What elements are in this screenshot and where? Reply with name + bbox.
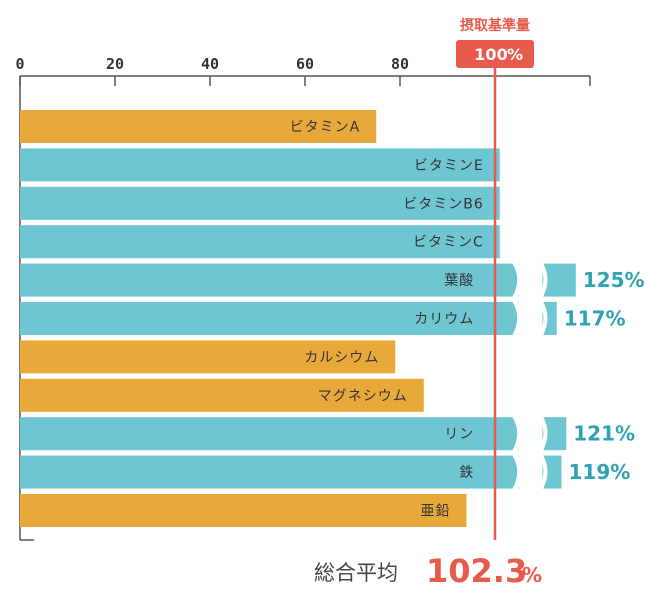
average-summary: 総合平均 102.3 % [314,552,542,590]
bar [20,225,500,259]
bar-group: ビタミンA [20,110,377,143]
bar-category-label: 亜鉛 [421,504,451,520]
bar-value-label: 125% [583,268,645,292]
bar-group: 125% 葉酸 [20,261,645,299]
bar [20,378,424,412]
bar-group: ビタミンE [20,148,500,182]
bar-value-label: 117% [564,307,626,331]
bar-group: カルシウム [20,340,396,374]
bar-group: 亜鉛 [20,494,467,527]
bar-group: 121% リン [20,414,635,453]
x-tick-label: 0 [15,55,24,73]
bar-break-mark [512,299,523,338]
bar-group: ビタミンB6 [20,186,500,220]
bar-category-label: リン [444,427,474,443]
bar-category-label: ビタミンB6 [403,196,484,212]
bar-value-label: 121% [573,422,635,446]
bar [20,417,519,451]
bar-tail [542,263,576,297]
bar [20,340,396,374]
bar [20,110,377,143]
bar-break-mark [538,415,548,453]
reference-unit: % [507,45,523,64]
bar-category-label: ビタミンC [413,235,484,251]
bar-break-mark [512,414,523,453]
x-tick-label: 40 [201,55,219,73]
bar-break-mark [538,299,548,337]
bar [20,186,500,220]
bar-category-label: ビタミンE [414,158,484,174]
bar [20,494,467,527]
bar-category-label: カルシウム [304,350,379,366]
bar [20,302,519,335]
reference-value: 100 [474,45,507,64]
bar-category-label: マグネシウム [318,388,408,404]
bar-group: 117% カリウム [20,299,626,338]
bar-break-mark [538,261,548,299]
bar-value-label: 119% [569,460,631,484]
x-tick-label: 60 [296,55,314,73]
bar [20,148,500,182]
bar [20,263,519,297]
average-caption: 総合平均 [314,561,398,585]
average-unit: % [522,563,542,587]
reference-badge [456,40,534,68]
bar-category-label: カリウム [414,312,474,328]
bar-group: マグネシウム [20,378,424,412]
bar-tail [542,417,567,451]
x-tick-label: 20 [106,55,124,73]
average-value: 102.3 [426,552,527,590]
bar-category-label: ビタミンA [290,120,361,136]
bar [20,455,519,489]
bar-break-mark [512,453,523,491]
bar-category-label: 葉酸 [444,273,474,289]
x-tick-label: 80 [391,55,409,73]
bar-group: 119% 鉄 [20,453,631,491]
bar-tail [542,455,562,489]
bar-category-label: 鉄 [459,465,474,481]
reference-title: 摂取基準量 [460,17,530,34]
bar-group: ビタミンC [20,225,500,259]
bar-break-mark [512,261,523,299]
bar-break-mark [538,453,548,491]
